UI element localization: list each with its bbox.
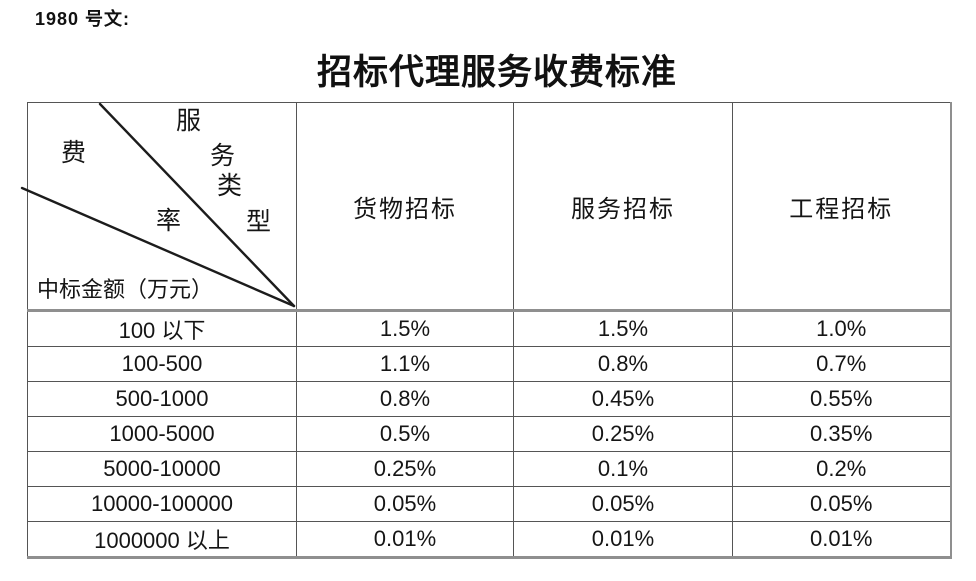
doc-number-label: 1980 号文: [35,9,131,29]
column-header-works-bidding: 工程招标 [732,102,951,312]
fee-value-cell: 0.05% [513,486,733,522]
row-range-cell: 100 以下 [27,310,297,347]
fee-value-cell: 1.1% [296,346,514,382]
fee-value-cell: 0.1% [513,451,733,487]
fee-value-cell: 0.05% [732,486,951,522]
column-header-service-bidding: 服务招标 [513,102,733,312]
fee-value-cell: 1.5% [296,310,514,347]
fee-value-cell: 0.5% [296,416,514,452]
fee-value-cell: 0.2% [732,451,951,487]
corner-service-char-1: 服 [176,108,202,135]
row-range-cell: 1000-5000 [27,416,297,452]
corner-service-char-2: 务 [210,143,236,170]
table-row: 5000-10000 0.25% 0.1% 0.2% [27,451,951,487]
corner-rate-char: 率 [156,208,182,235]
corner-service-char-4: 型 [246,209,272,236]
fee-value-cell: 0.8% [296,381,514,417]
table-row: 10000-100000 0.05% 0.05% 0.05% [27,486,951,522]
fee-value-cell: 0.01% [732,521,951,558]
row-range-cell: 100-500 [27,346,297,382]
table-row: 1000000 以上 0.01% 0.01% 0.01% [27,521,951,558]
row-range-cell: 500-1000 [27,381,297,417]
fee-value-cell: 0.05% [296,486,514,522]
page-title: 招标代理服务收费标准 [316,53,677,92]
fee-value-cell: 0.01% [296,521,514,558]
table-row: 100 以下 1.5% 1.5% 1.0% [27,310,951,347]
row-range-cell: 10000-100000 [27,486,297,522]
diagonal-line-upper [98,102,296,308]
fee-value-cell: 1.0% [732,310,951,347]
table-row: 500-1000 0.8% 0.45% 0.55% [27,381,951,417]
corner-header-cell: 服 务 类 型 费 率 中标金额（万元） [20,102,297,312]
fee-standard-table: 服 务 类 型 费 率 中标金额（万元） 货物招标 服务招标 工程招标 100 … [20,102,952,559]
table-row: 1000-5000 0.5% 0.25% 0.35% [27,416,951,452]
column-header-goods-bidding: 货物招标 [296,102,514,312]
fee-value-cell: 0.7% [732,346,951,382]
fee-value-cell: 0.45% [513,381,733,417]
row-range-cell: 1000000 以上 [27,521,297,558]
fee-value-cell: 0.55% [732,381,951,417]
fee-value-cell: 1.5% [513,310,733,347]
diagonal-line-lower [20,186,296,308]
fee-value-cell: 0.35% [732,416,951,452]
fee-value-cell: 0.25% [296,451,514,487]
row-range-cell: 5000-10000 [27,451,297,487]
diagonal-split-lines [20,102,296,308]
corner-service-char-3: 类 [217,173,243,200]
header-row: 服 务 类 型 费 率 中标金额（万元） 货物招标 服务招标 工程招标 [20,102,951,312]
corner-amount-label: 中标金额（万元） [37,277,214,302]
corner-fee-char: 费 [61,140,87,167]
fee-value-cell: 0.25% [513,416,733,452]
table-row: 100-500 1.1% 0.8% 0.7% [27,346,951,382]
fee-value-cell: 0.8% [513,346,733,382]
fee-value-cell: 0.01% [513,521,733,558]
